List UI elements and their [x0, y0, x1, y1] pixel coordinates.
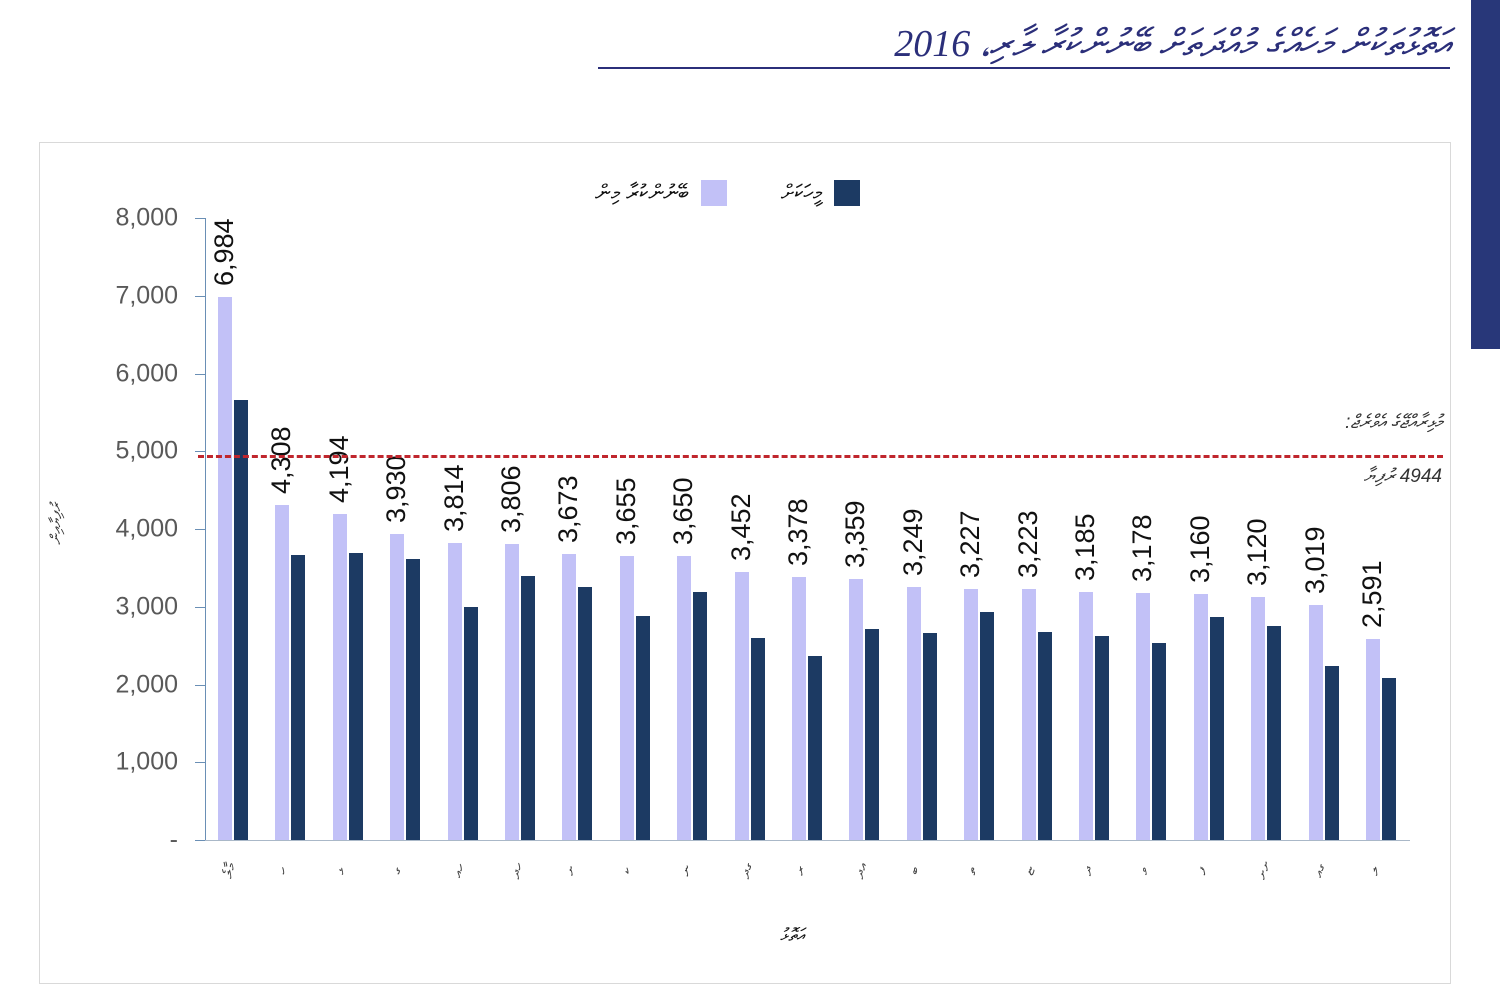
bar-per-person	[1037, 631, 1052, 840]
bar-usage	[332, 513, 347, 840]
bar-per-person	[1267, 626, 1282, 840]
y-tick-label: 1,000	[115, 747, 178, 776]
average-caption-top: މުޅިރާއްޖޭގެ އެވްރެޖް:	[1345, 412, 1442, 433]
value-label: 4,308	[266, 426, 297, 495]
bar-per-person	[291, 554, 306, 840]
value-label: 6,984	[209, 218, 239, 286]
y-tick	[195, 684, 205, 686]
y-tick	[195, 451, 205, 453]
bar-per-person	[578, 587, 593, 840]
y-tick-label: 6,000	[115, 359, 178, 387]
y-tick	[195, 840, 205, 841]
side-accent-bar	[1471, 0, 1500, 349]
value-label: 3,185	[1070, 513, 1100, 582]
bar-usage	[1021, 589, 1036, 840]
value-label: 3,249	[897, 508, 928, 577]
bar-per-person	[1382, 678, 1396, 840]
y-tick-label: 8,000	[115, 203, 178, 232]
y-axis-title: ރުފިޔާއިން	[48, 503, 65, 545]
bar-usage	[505, 544, 519, 840]
y-tick-label: 2,000	[115, 670, 178, 698]
value-label: 3,452	[725, 493, 756, 561]
legend-swatch-light	[700, 180, 727, 206]
bar-usage	[1193, 594, 1208, 840]
bar-usage	[964, 589, 979, 840]
y-tick-label: 3,000	[115, 592, 178, 621]
bar-usage	[677, 556, 692, 840]
value-label: 2,591	[1357, 559, 1387, 628]
bar-usage	[792, 577, 806, 840]
value-label: 3,806	[496, 465, 526, 534]
bar-usage	[734, 571, 749, 840]
value-label: 3,223	[1012, 510, 1043, 579]
value-label: 3,650	[668, 477, 699, 546]
legend-label: ބޭނުންކުރާ މިން	[595, 180, 689, 205]
bar-per-person	[406, 558, 421, 840]
y-tick-label: 5,000	[115, 436, 178, 465]
legend-item-per-person: މީހަކަށް	[781, 180, 860, 206]
value-label: 3,378	[783, 498, 813, 567]
y-tick	[195, 295, 205, 297]
bar-per-person	[1324, 665, 1339, 840]
value-label: 3,227	[955, 510, 986, 579]
bar-per-person	[1095, 636, 1109, 840]
value-label: 3,120	[1242, 518, 1273, 587]
legend-swatch-dark	[833, 180, 860, 206]
bar-usage	[1079, 592, 1093, 840]
bar-usage	[849, 578, 864, 840]
bar-per-person	[234, 399, 248, 840]
y-tick	[195, 529, 205, 530]
bar-usage	[390, 534, 405, 840]
title-underline	[598, 67, 1450, 69]
bar-usage	[562, 554, 577, 840]
value-label: 3,178	[1127, 514, 1158, 582]
bar-per-person	[348, 553, 363, 840]
bar-usage	[275, 505, 290, 840]
bar-usage	[447, 543, 462, 840]
bar-usage	[1366, 638, 1380, 840]
bar-per-person	[922, 633, 937, 840]
value-label: 3,673	[553, 475, 584, 544]
bar-per-person	[521, 575, 535, 840]
value-label: 3,814	[438, 464, 469, 533]
y-tick	[195, 218, 205, 219]
page-title: އަތޮޅުތަކުން މަހެއްގެ މުއްދަތަށް ބޭނުންކ…	[894, 23, 1450, 65]
bar-per-person	[808, 655, 822, 840]
bar-per-person	[693, 591, 708, 840]
bar-usage	[906, 587, 921, 840]
bar-per-person	[1209, 616, 1224, 840]
y-tick	[195, 606, 205, 608]
value-label: 3,160	[1184, 515, 1215, 584]
bar-usage	[1308, 605, 1323, 840]
bar-per-person	[980, 612, 995, 840]
y-tick-label: -	[169, 825, 178, 854]
chart-legend: މީހަކަށް ބޭނުންކުރާ މިން	[555, 180, 860, 206]
legend-label: މީހަކަށް	[780, 180, 822, 205]
y-tick-label: 7,000	[115, 281, 178, 310]
bar-per-person	[463, 606, 478, 840]
legend-item-usage: ބޭނުންކުރާ މިން	[595, 180, 727, 206]
x-axis-line	[205, 840, 1410, 841]
value-label: 4,194	[323, 435, 354, 503]
value-label: 3,359	[840, 500, 871, 568]
y-tick	[195, 762, 205, 764]
bar-per-person	[750, 637, 765, 840]
value-label: 3,019	[1299, 526, 1330, 595]
value-label: 3,930	[381, 455, 412, 524]
bar-usage	[1251, 597, 1266, 840]
x-axis-title: އަތޮޅު	[780, 925, 805, 945]
y-tick	[195, 373, 205, 375]
bar-per-person	[865, 629, 880, 840]
bar-usage	[619, 555, 634, 840]
bar-per-person	[1152, 643, 1167, 840]
average-line	[198, 454, 1443, 458]
y-tick-label: 4,000	[115, 514, 178, 543]
bar-usage	[218, 296, 232, 840]
bar-usage	[1136, 592, 1151, 840]
chart-frame	[39, 142, 1451, 984]
average-caption-bottom: 4944 ރުފިޔާ	[1363, 466, 1442, 487]
value-label: 3,655	[610, 477, 641, 545]
y-axis-line	[205, 218, 206, 840]
bar-per-person	[635, 616, 650, 840]
